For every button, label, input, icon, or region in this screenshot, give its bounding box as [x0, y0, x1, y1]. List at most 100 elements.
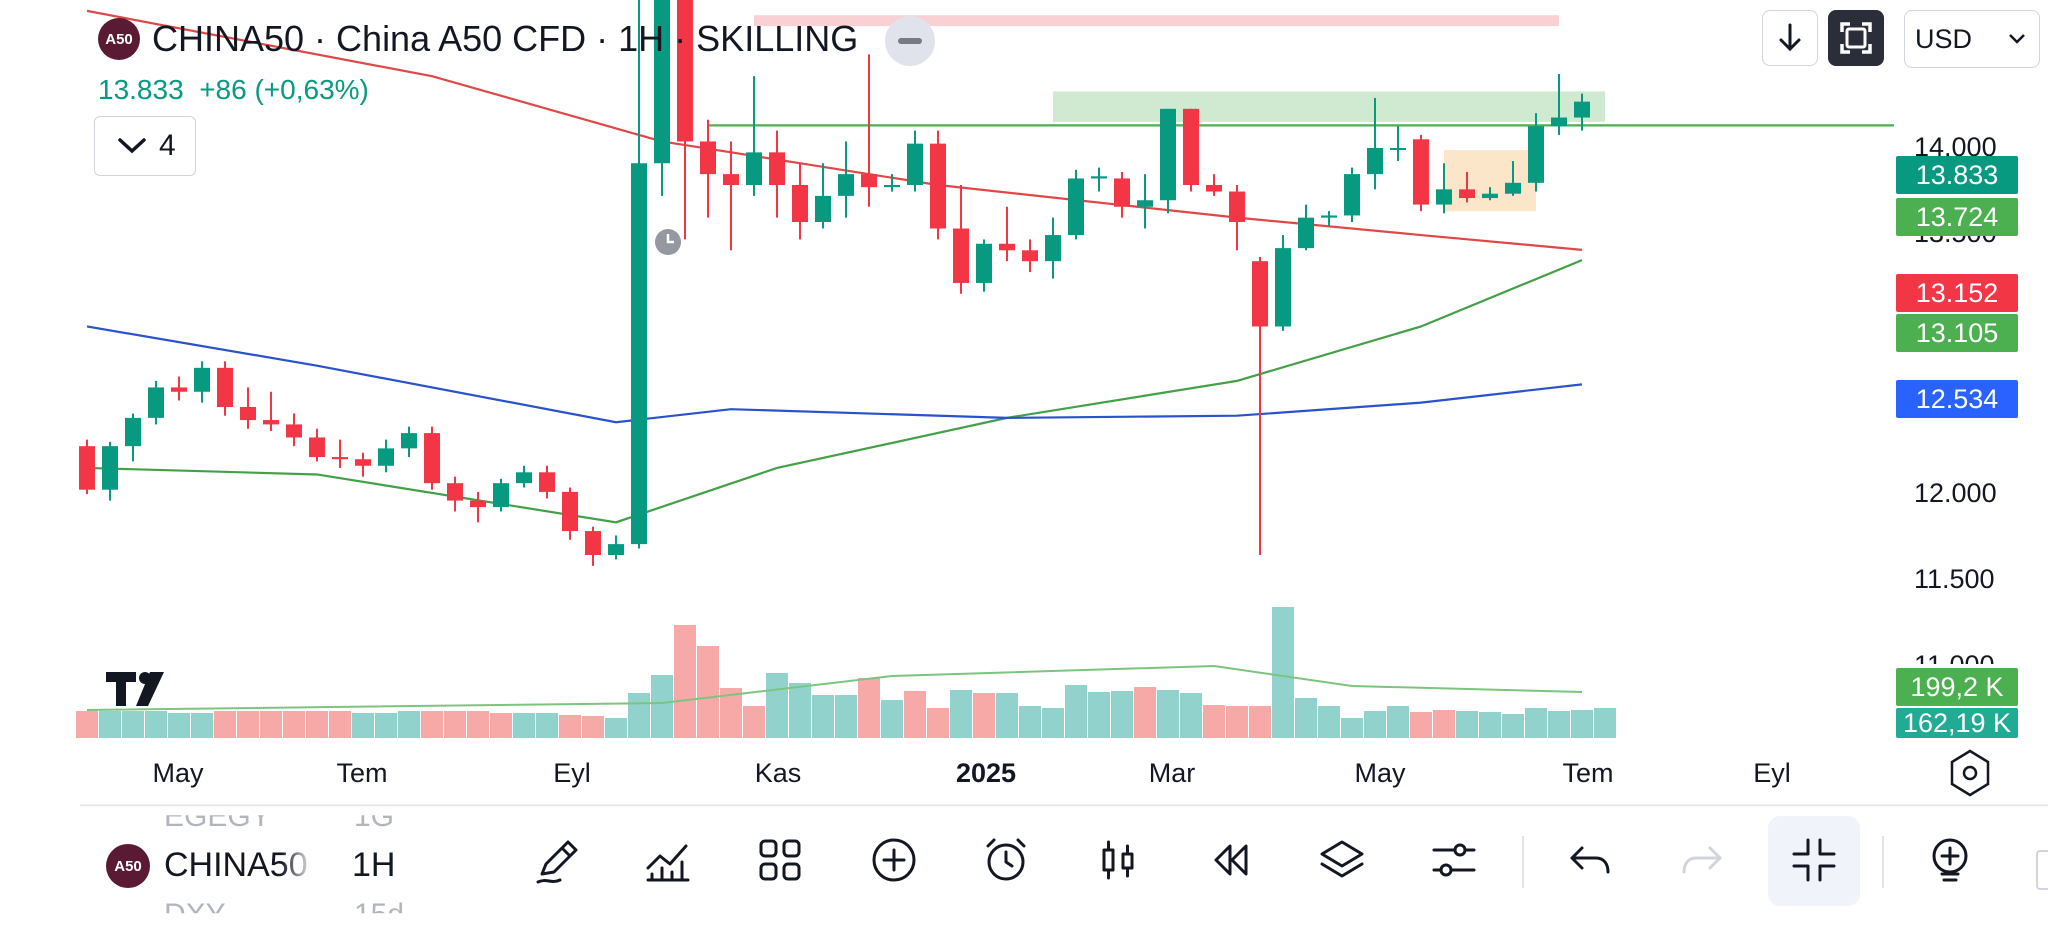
candle-up	[608, 544, 624, 555]
indicators-legend-toggle[interactable]: 4	[94, 116, 196, 176]
volume-bar	[191, 713, 213, 738]
candle-up	[148, 387, 164, 418]
chart-line-icon[interactable]	[636, 828, 700, 892]
volume-bar	[1456, 711, 1478, 738]
candle-up	[746, 152, 762, 185]
candle-down	[861, 174, 877, 188]
currency-value: USD	[1915, 23, 1973, 54]
symbol-logo: A50	[98, 18, 140, 60]
candle-up	[1344, 174, 1360, 216]
volume-bar	[1387, 706, 1409, 738]
collapse-button[interactable]	[1768, 816, 1860, 906]
volume-bar	[996, 693, 1018, 738]
candle-down	[309, 437, 325, 458]
time-tick: Kas	[754, 758, 802, 788]
chevron-down-icon	[118, 138, 146, 154]
price-tick: 11.000	[1914, 650, 1995, 680]
volume-bar	[927, 708, 949, 738]
toolbar-divider	[1882, 836, 1884, 888]
candle-up	[1436, 189, 1452, 205]
candle-down	[447, 483, 463, 501]
current-symbol[interactable]: CHINA50	[164, 846, 308, 884]
candle-up	[516, 472, 532, 484]
MA-blue-line	[86, 325, 1583, 424]
candle-up	[194, 367, 210, 392]
volume-bar	[1364, 711, 1386, 738]
settings-sliders-icon[interactable]	[1422, 828, 1486, 892]
currency-select[interactable]: USD	[1904, 10, 2040, 68]
time-tick: Tem	[1562, 758, 1614, 788]
volume-bar	[1295, 698, 1317, 738]
symbol-logo-text: A50	[105, 30, 133, 48]
price-tick: 11.500	[1914, 564, 1995, 594]
candle-down	[1229, 191, 1245, 222]
volume-bar	[1318, 706, 1340, 738]
plus-circle-icon[interactable]	[862, 828, 926, 892]
chevron-down-icon	[2009, 34, 2025, 44]
volume-bar	[513, 713, 535, 738]
pencil-icon[interactable]	[526, 828, 590, 892]
volume-bar	[1502, 714, 1524, 738]
chart-settings-icon[interactable]	[1950, 749, 1990, 797]
prev-interval[interactable]: 1G	[354, 800, 395, 833]
grid-icon[interactable]	[748, 828, 812, 892]
last-price-quote: 13.833 +86 (+0,63%)	[98, 74, 369, 106]
layers-icon[interactable]	[1310, 828, 1374, 892]
candle-up	[1482, 193, 1498, 199]
volume-bar	[536, 713, 558, 738]
candle-up	[1505, 182, 1521, 194]
time-tick: May	[1354, 758, 1406, 788]
fullscreen-button[interactable]	[1828, 10, 1884, 66]
candle-down	[1252, 261, 1268, 327]
collapse-header-button[interactable]	[885, 16, 935, 66]
candle-up	[1045, 235, 1061, 262]
candle-down	[562, 491, 578, 532]
candle-down	[1183, 108, 1199, 185]
volume-bar	[1525, 708, 1547, 738]
volume-bar	[260, 711, 282, 738]
volume-bar	[1111, 691, 1133, 738]
candle-down	[930, 143, 946, 229]
price-label-level: 13.724	[1896, 198, 2018, 236]
candle-up	[654, 0, 670, 164]
chart-title[interactable]: CHINA50 · China A50 CFD · 1H · SKILLING	[152, 18, 859, 59]
volume-bar	[582, 716, 604, 738]
volume-bar	[168, 713, 190, 738]
volume-bar	[1226, 706, 1248, 738]
volume-bar	[1341, 718, 1363, 738]
candles-icon[interactable]	[1086, 828, 1150, 892]
candle-up	[976, 243, 992, 283]
volume-bar	[1410, 712, 1432, 738]
more-tools-edge[interactable]	[2036, 850, 2048, 890]
volume-bar	[122, 711, 144, 738]
bottom-toolbar	[80, 805, 2048, 923]
replay-marker-icon[interactable]	[655, 229, 681, 255]
volume-bar	[1019, 706, 1041, 738]
candle-up	[907, 143, 923, 185]
volume-bar	[651, 675, 673, 738]
volume-bar	[1134, 687, 1156, 738]
collapse-icon[interactable]	[1782, 828, 1846, 892]
next-interval[interactable]: 15d	[354, 898, 404, 913]
candle-down	[953, 228, 969, 283]
undo-icon[interactable]	[1558, 828, 1622, 892]
candle-up	[125, 417, 141, 447]
prev-symbol[interactable]: EGEGY	[164, 800, 271, 833]
volume-bar	[467, 711, 489, 738]
volume-ma-line	[86, 664, 1583, 711]
candle-up	[631, 163, 647, 545]
candle-down	[1114, 178, 1130, 207]
current-interval[interactable]: 1H	[352, 846, 396, 884]
volume-bar	[1042, 708, 1064, 738]
candle-up	[1068, 178, 1084, 236]
time-tick: Tem	[336, 758, 388, 788]
alarm-icon[interactable]	[974, 828, 1038, 892]
price-change: +86 (+0,63%)	[199, 74, 369, 105]
next-symbol[interactable]: DXY	[164, 898, 226, 913]
add-indicator-icon[interactable]	[1918, 828, 1982, 892]
redo-icon	[1670, 828, 1734, 892]
volume-bar	[559, 715, 581, 738]
rewind-icon[interactable]	[1198, 828, 1262, 892]
download-button[interactable]	[1762, 10, 1818, 66]
